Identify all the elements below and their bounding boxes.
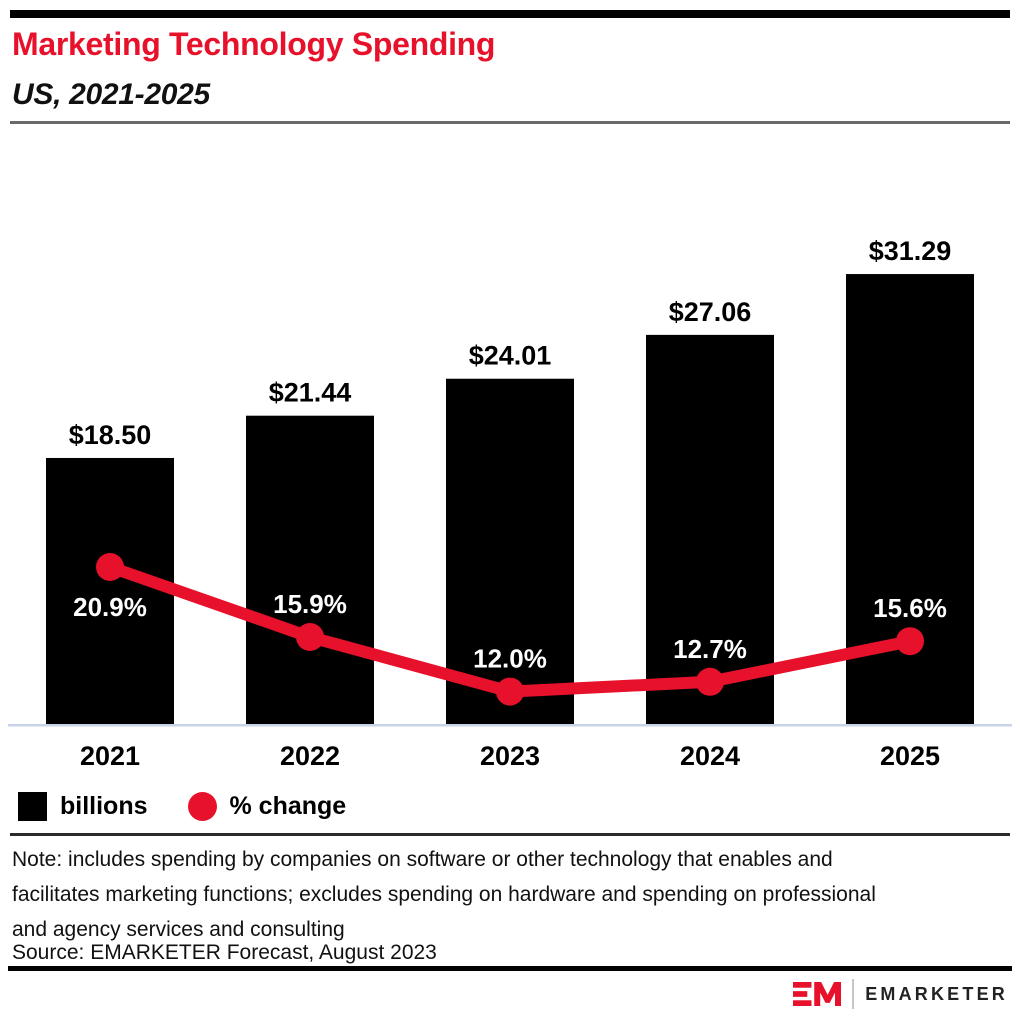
bar-value-label-2025: $31.29 bbox=[869, 236, 952, 266]
footer-divider-bar bbox=[8, 966, 1012, 971]
bar-2021 bbox=[46, 457, 174, 724]
x-tick-label-2022: 2022 bbox=[280, 741, 340, 771]
percent-label-2025: 15.6% bbox=[873, 593, 947, 623]
page-subtitle: US, 2021-2025 bbox=[12, 78, 210, 111]
top-accent-bar bbox=[10, 10, 1010, 18]
emarketer-wordmark: EMARKETER bbox=[865, 983, 1008, 1004]
line-point-2021 bbox=[96, 553, 124, 581]
bar-2025 bbox=[846, 274, 974, 724]
bar-value-label-2022: $21.44 bbox=[269, 378, 352, 408]
x-tick-label-2021: 2021 bbox=[80, 741, 140, 771]
percent-label-2022: 15.9% bbox=[273, 589, 347, 619]
x-tick-label-2024: 2024 bbox=[680, 741, 740, 771]
x-axis-line bbox=[8, 724, 1012, 727]
x-tick-label-2025: 2025 bbox=[880, 741, 940, 771]
percent-label-2021: 20.9% bbox=[73, 592, 147, 622]
bar-2023 bbox=[446, 378, 574, 724]
chart-legend: billions % change bbox=[18, 790, 346, 822]
emarketer-logo-mark-icon bbox=[793, 982, 842, 1006]
logo-divider bbox=[852, 979, 855, 1009]
legend-item-billions: billions bbox=[18, 791, 148, 821]
line-point-2022 bbox=[296, 623, 324, 651]
bar-2022 bbox=[246, 415, 374, 724]
emarketer-logo: EMARKETER bbox=[793, 979, 1008, 1009]
bar-2024 bbox=[646, 334, 774, 724]
page-title: Marketing Technology Spending bbox=[12, 26, 496, 62]
chart-note: Note: includes spending by companies on … bbox=[12, 848, 876, 941]
legend-item-percent-change: % change bbox=[187, 791, 347, 821]
line-point-2025 bbox=[896, 627, 924, 656]
chart-source: Source: EMARKETER Forecast, August 2023 bbox=[12, 941, 437, 964]
percent-label-2024: 12.7% bbox=[673, 634, 747, 664]
legend-label-billions: billions bbox=[60, 791, 148, 820]
percent-change-swatch-icon bbox=[187, 791, 217, 821]
chart-canvas: $18.50 $21.44 $24.01 $27.06 $31.29 20.9% 15.9%… bbox=[8, 236, 1012, 771]
bar-value-label-2024: $27.06 bbox=[669, 297, 752, 327]
line-point-2024 bbox=[696, 667, 724, 696]
header-divider bbox=[10, 121, 1010, 124]
billions-swatch-icon bbox=[18, 791, 47, 821]
bar-value-label-2021: $18.50 bbox=[69, 420, 152, 450]
legend-label-percent-change: % change bbox=[229, 791, 347, 820]
bar-value-label-2023: $24.01 bbox=[469, 341, 552, 371]
line-point-2023 bbox=[496, 677, 524, 706]
footnote-divider bbox=[10, 833, 1010, 836]
x-tick-label-2023: 2023 bbox=[480, 741, 540, 771]
percent-label-2023: 12.0% bbox=[473, 644, 547, 674]
